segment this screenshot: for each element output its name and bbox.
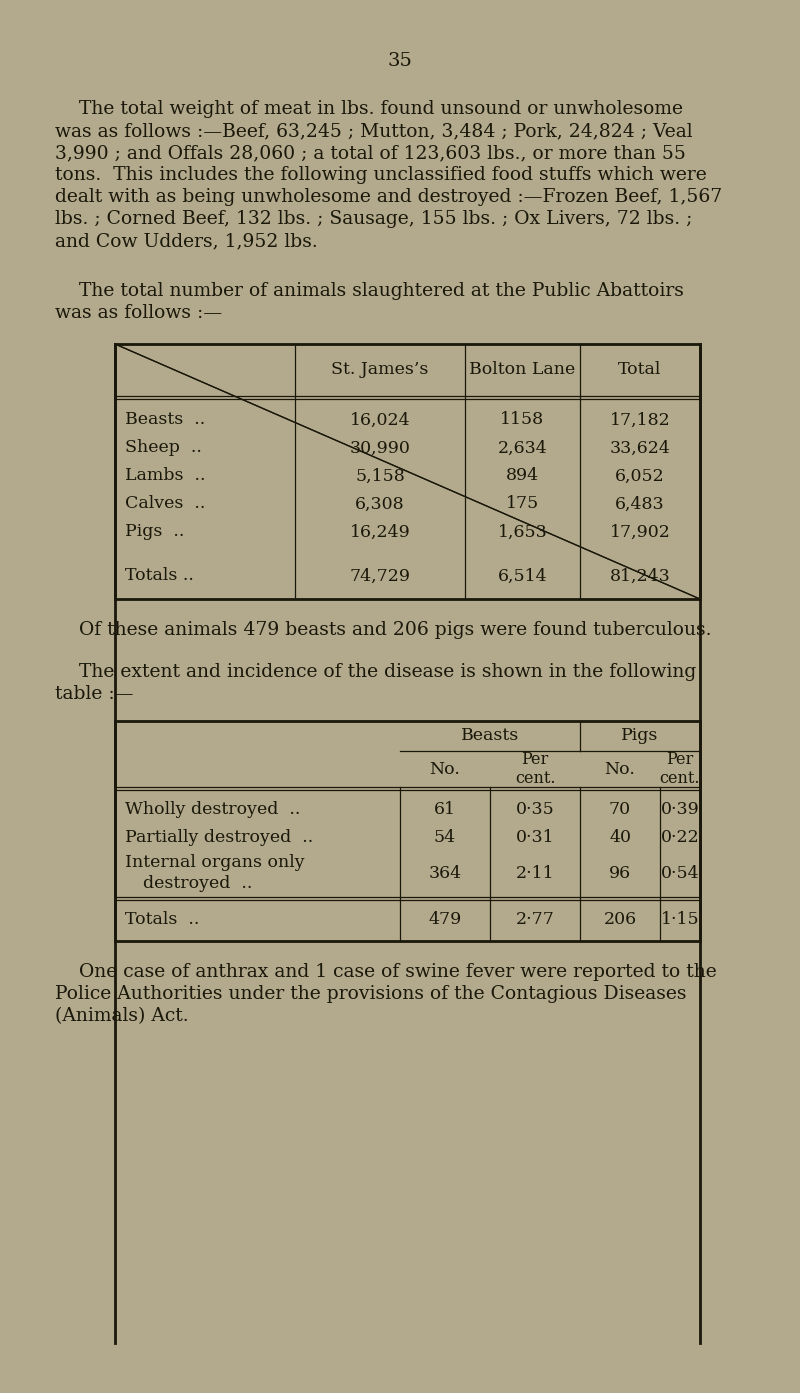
Text: No.: No. [430,761,461,777]
Text: 61: 61 [434,801,456,818]
Text: 5,158: 5,158 [355,468,405,485]
Text: Wholly destroyed  ..: Wholly destroyed .. [125,801,300,818]
Text: 1158: 1158 [501,411,545,429]
Text: Total: Total [618,362,662,379]
Text: 6,514: 6,514 [498,567,547,585]
Text: 894: 894 [506,468,539,485]
Text: lbs. ; Corned Beef, 132 lbs. ; Sausage, 155 lbs. ; Ox Livers, 72 lbs. ;: lbs. ; Corned Beef, 132 lbs. ; Sausage, … [55,210,692,228]
Text: 17,902: 17,902 [610,524,670,540]
Text: (Animals) Act.: (Animals) Act. [55,1007,189,1025]
Text: 74,729: 74,729 [350,567,410,585]
Text: 175: 175 [506,496,539,513]
Text: 0·31: 0·31 [516,829,554,846]
Text: was as follows :—Beef, 63,245 ; Mutton, 3,484 ; Pork, 24,824 ; Veal: was as follows :—Beef, 63,245 ; Mutton, … [55,123,693,141]
Text: 1·15: 1·15 [661,911,699,929]
Text: 2·11: 2·11 [516,865,554,883]
Text: table :—: table :— [55,685,134,703]
Text: 33,624: 33,624 [610,440,670,457]
Text: 1,653: 1,653 [498,524,547,540]
Text: Totals  ..: Totals .. [125,911,199,929]
Text: Lambs  ..: Lambs .. [125,468,206,485]
Text: 3,990 ; and Offals 28,060 ; a total of 123,603 lbs., or more than 55: 3,990 ; and Offals 28,060 ; a total of 1… [55,143,686,162]
Text: Beasts: Beasts [461,727,519,744]
Text: Per
cent.: Per cent. [514,751,555,787]
Text: 30,990: 30,990 [350,440,410,457]
Text: Totals ..: Totals .. [125,567,194,585]
Text: Pigs  ..: Pigs .. [125,524,184,540]
Text: and Cow Udders, 1,952 lbs.: and Cow Udders, 1,952 lbs. [55,233,318,249]
Text: Of these animals 479 beasts and 206 pigs were found tuberculous.: Of these animals 479 beasts and 206 pigs… [55,621,711,639]
Text: 2·77: 2·77 [515,911,554,929]
Text: 479: 479 [428,911,462,929]
Text: 70: 70 [609,801,631,818]
Text: 0·54: 0·54 [661,865,699,883]
Text: Pigs: Pigs [622,727,658,744]
Text: 40: 40 [609,829,631,846]
Text: 16,249: 16,249 [350,524,410,540]
Text: The total number of animals slaughtered at the Public Abattoirs: The total number of animals slaughtered … [55,281,684,299]
Text: 2,634: 2,634 [498,440,547,457]
Text: Internal organs only: Internal organs only [125,854,305,871]
Text: Per
cent.: Per cent. [660,751,700,787]
Text: 6,308: 6,308 [355,496,405,513]
Text: 81,243: 81,243 [610,567,670,585]
Text: Calves  ..: Calves .. [125,496,206,513]
Text: destroyed  ..: destroyed .. [143,875,252,892]
Text: dealt with as being unwholesome and destroyed :—Frozen Beef, 1,567: dealt with as being unwholesome and dest… [55,188,722,206]
Text: 35: 35 [387,52,413,70]
Text: One case of anthrax and 1 case of swine fever were reported to the: One case of anthrax and 1 case of swine … [55,963,717,981]
Text: 364: 364 [429,865,462,883]
Text: Bolton Lane: Bolton Lane [470,362,576,379]
Text: tons.  This includes the following unclassified food stuffs which were: tons. This includes the following unclas… [55,166,706,184]
Text: 0·39: 0·39 [661,801,699,818]
Text: The extent and incidence of the disease is shown in the following: The extent and incidence of the disease … [55,663,696,681]
Text: St. James’s: St. James’s [331,362,429,379]
Text: 54: 54 [434,829,456,846]
Text: was as follows :—: was as follows :— [55,304,222,322]
Text: Partially destroyed  ..: Partially destroyed .. [125,829,314,846]
Text: 0·35: 0·35 [516,801,554,818]
Text: The total weight of meat in lbs. found unsound or unwholesome: The total weight of meat in lbs. found u… [55,100,683,118]
Text: 6,483: 6,483 [615,496,665,513]
Text: Sheep  ..: Sheep .. [125,440,202,457]
Text: Beasts  ..: Beasts .. [125,411,206,429]
Text: No.: No. [605,761,635,777]
Text: 17,182: 17,182 [610,411,670,429]
Text: 6,052: 6,052 [615,468,665,485]
Text: 0·22: 0·22 [661,829,699,846]
Text: 16,024: 16,024 [350,411,410,429]
Text: 96: 96 [609,865,631,883]
Text: 206: 206 [603,911,637,929]
Text: Police Authorities under the provisions of the Contagious Diseases: Police Authorities under the provisions … [55,985,686,1003]
